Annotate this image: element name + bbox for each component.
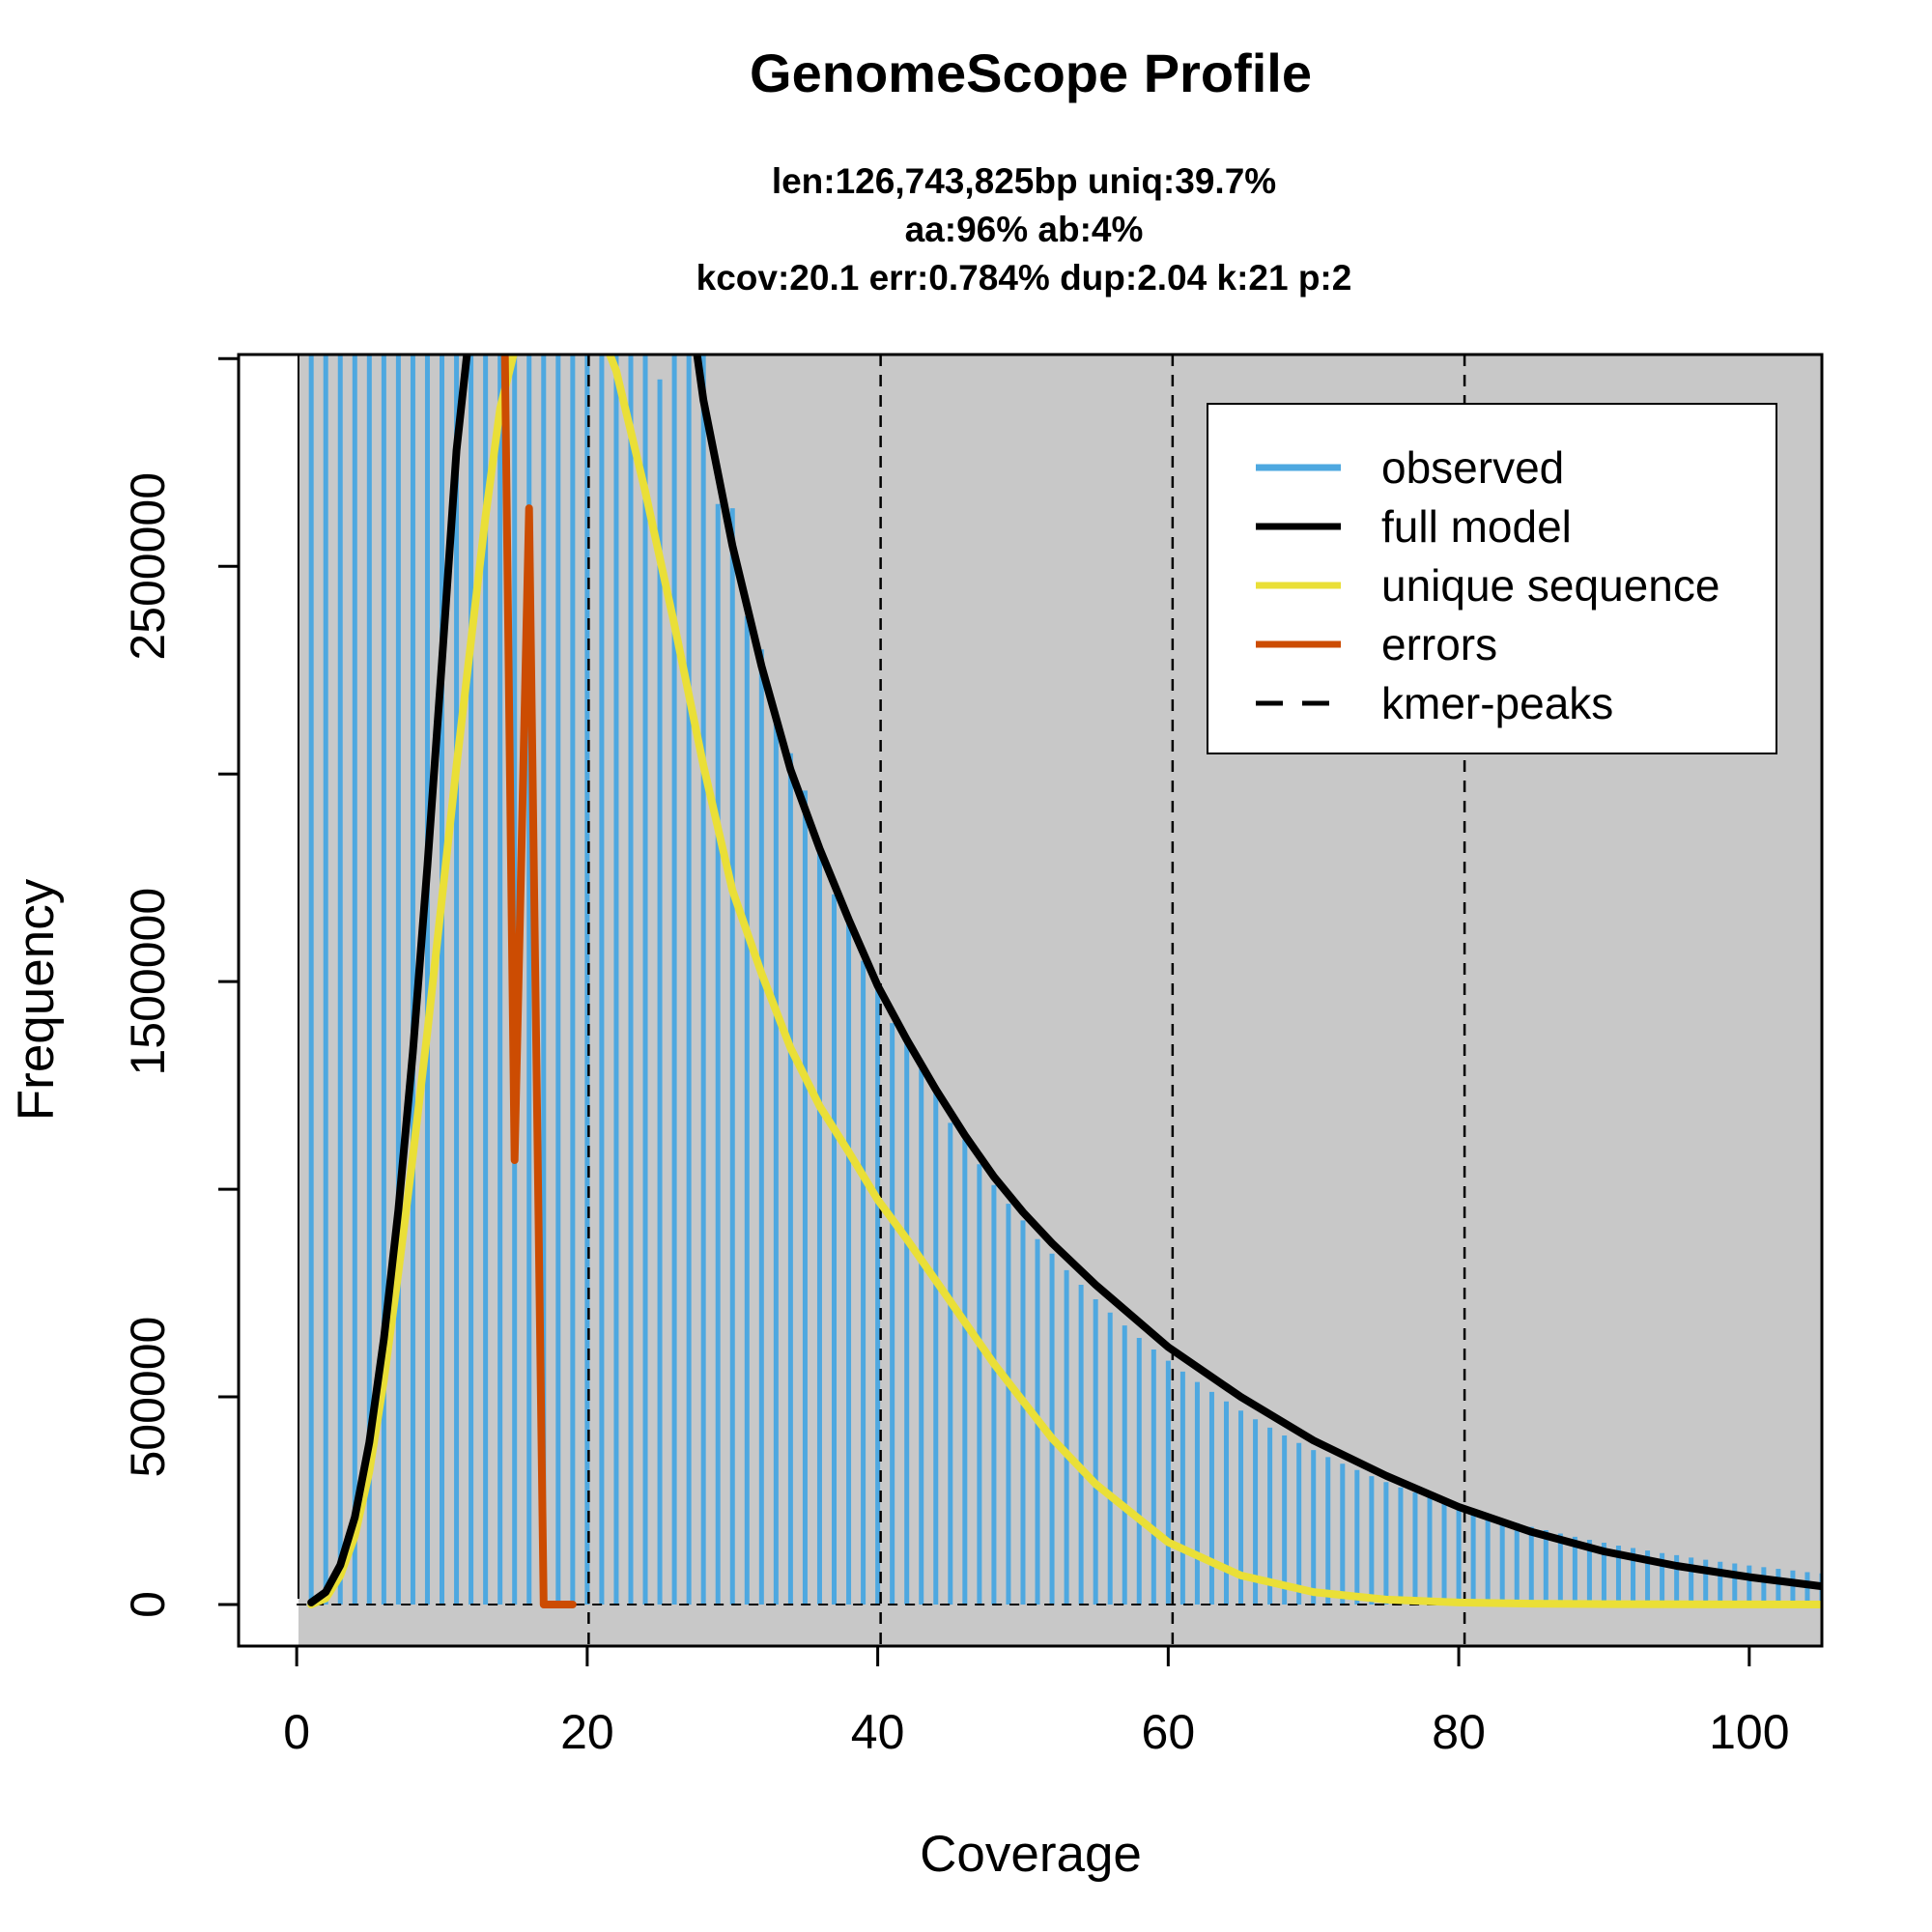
errors-line <box>500 355 577 1608</box>
chart-subtitle-line-3: kcov:20.1 err:0.784% dup:2.04 k:21 p:2 <box>696 258 1352 298</box>
x-tick-label: 60 <box>1142 1705 1196 1759</box>
x-tick-label: 100 <box>1709 1705 1789 1759</box>
legend-label: observed <box>1381 442 1564 493</box>
x-axis-label: Coverage <box>920 1826 1142 1883</box>
legend: observed full model unique sequence errors k… <box>1207 403 1777 754</box>
legend-box <box>1207 403 1777 754</box>
chart-subtitle-line-1: len:126,743,825bp uniq:39.7% <box>772 161 1276 201</box>
x-tick-label: 80 <box>1432 1705 1486 1759</box>
unique-sequence-line <box>307 355 1822 1608</box>
y-tick-label: 2500000 <box>121 472 175 661</box>
y-axis-label: Frequency <box>8 878 65 1121</box>
legend-label: errors <box>1381 619 1497 669</box>
y-tick-label: 500000 <box>121 1317 175 1478</box>
legend-label: full model <box>1381 501 1572 552</box>
legend-label: unique sequence <box>1381 560 1719 611</box>
legend-label: kmer-peaks <box>1381 678 1613 728</box>
y-tick-label: 0 <box>121 1591 175 1618</box>
x-tick-label: 40 <box>851 1705 905 1759</box>
y-tick-label: 1500000 <box>121 888 175 1076</box>
full-model-line <box>307 355 1822 1606</box>
chart-title: GenomeScope Profile <box>750 43 1312 103</box>
x-tick-label: 20 <box>560 1705 614 1759</box>
x-tick-label: 0 <box>283 1705 310 1759</box>
chart-subtitle-line-2: aa:96% ab:4% <box>905 210 1144 249</box>
